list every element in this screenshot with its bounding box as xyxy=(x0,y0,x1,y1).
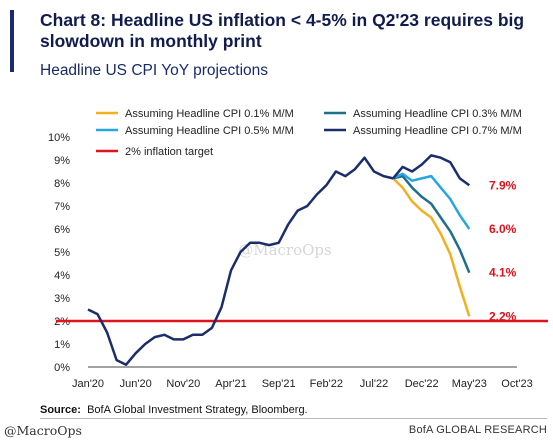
source-label: Source: xyxy=(40,404,81,416)
legend-label: 2% inflation target xyxy=(125,146,213,158)
y-tick-label: 0% xyxy=(54,362,70,374)
legend-label: Assuming Headline CPI 0.3% M/M xyxy=(353,108,522,120)
end-labels: 2.2% 4.1% 6.0% 7.9% xyxy=(489,178,517,323)
end-label: 7.9% xyxy=(489,178,517,192)
source-text: BofA Global Investment Strategy, Bloombe… xyxy=(87,404,308,416)
series-line-lightblue xyxy=(392,172,471,230)
end-label: 2.2% xyxy=(489,309,517,323)
x-tick-label: Nov'20 xyxy=(166,378,200,390)
x-tick-label: Oct'23 xyxy=(501,378,532,390)
footer-divider xyxy=(40,418,547,419)
watermark-text: @MacroOps xyxy=(238,241,332,259)
x-tick-label: Jan'20 xyxy=(72,378,104,390)
chart-subtitle: Headline US CPI YoY projections xyxy=(40,62,269,79)
legend-label: Assuming Headline CPI 0.1% M/M xyxy=(125,108,294,120)
legend-label: Assuming Headline CPI 0.5% M/M xyxy=(125,125,294,137)
y-tick-label: 9% xyxy=(54,155,70,167)
series-line-teal xyxy=(392,174,471,274)
end-label: 6.0% xyxy=(489,222,517,236)
chart-title: Chart 8: Headline US inflation < 4-5% in… xyxy=(40,10,525,51)
y-tick-label: 8% xyxy=(54,178,70,190)
history-line xyxy=(87,156,394,366)
author-handle: @MacroOps xyxy=(4,423,82,438)
title-accent-bar xyxy=(10,10,14,72)
y-tick-label: 5% xyxy=(54,247,70,259)
series-line-navy xyxy=(392,154,471,187)
source-note: Source: BofA Global Investment Strategy,… xyxy=(40,404,308,416)
y-tick-label: 1% xyxy=(54,339,70,351)
x-tick-label: May'23 xyxy=(452,378,487,390)
x-tick-label: Apr'21 xyxy=(215,378,246,390)
chart-axes: Jan'20 Jun'20 Nov'20 Apr'21 Sep'21 Feb'22 Jul'… xyxy=(48,132,533,390)
y-tick-label: 6% xyxy=(54,224,70,236)
x-tick-label: Dec'22 xyxy=(405,378,439,390)
y-tick-label: 10% xyxy=(48,132,70,144)
x-tick-label: Feb'22 xyxy=(310,378,343,390)
chart-legend: Assuming Headline CPI 0.1% M/M Assuming H… xyxy=(96,108,522,158)
x-tick-label: Jul'22 xyxy=(360,378,388,390)
x-tick-label: Sep'21 xyxy=(262,378,296,390)
legend-label: Assuming Headline CPI 0.7% M/M xyxy=(353,125,522,137)
watermark: @MacroOps xyxy=(238,241,332,259)
y-tick-label: 3% xyxy=(54,293,70,305)
end-label: 4.1% xyxy=(489,266,517,280)
series-line-gold xyxy=(392,177,471,317)
x-tick-label: Jun'20 xyxy=(120,378,152,390)
y-tick-label: 4% xyxy=(54,270,70,282)
y-tick-label: 7% xyxy=(54,201,70,213)
brand-name: BofA GLOBAL RESEARCH xyxy=(408,424,547,436)
chart-series xyxy=(56,154,548,366)
